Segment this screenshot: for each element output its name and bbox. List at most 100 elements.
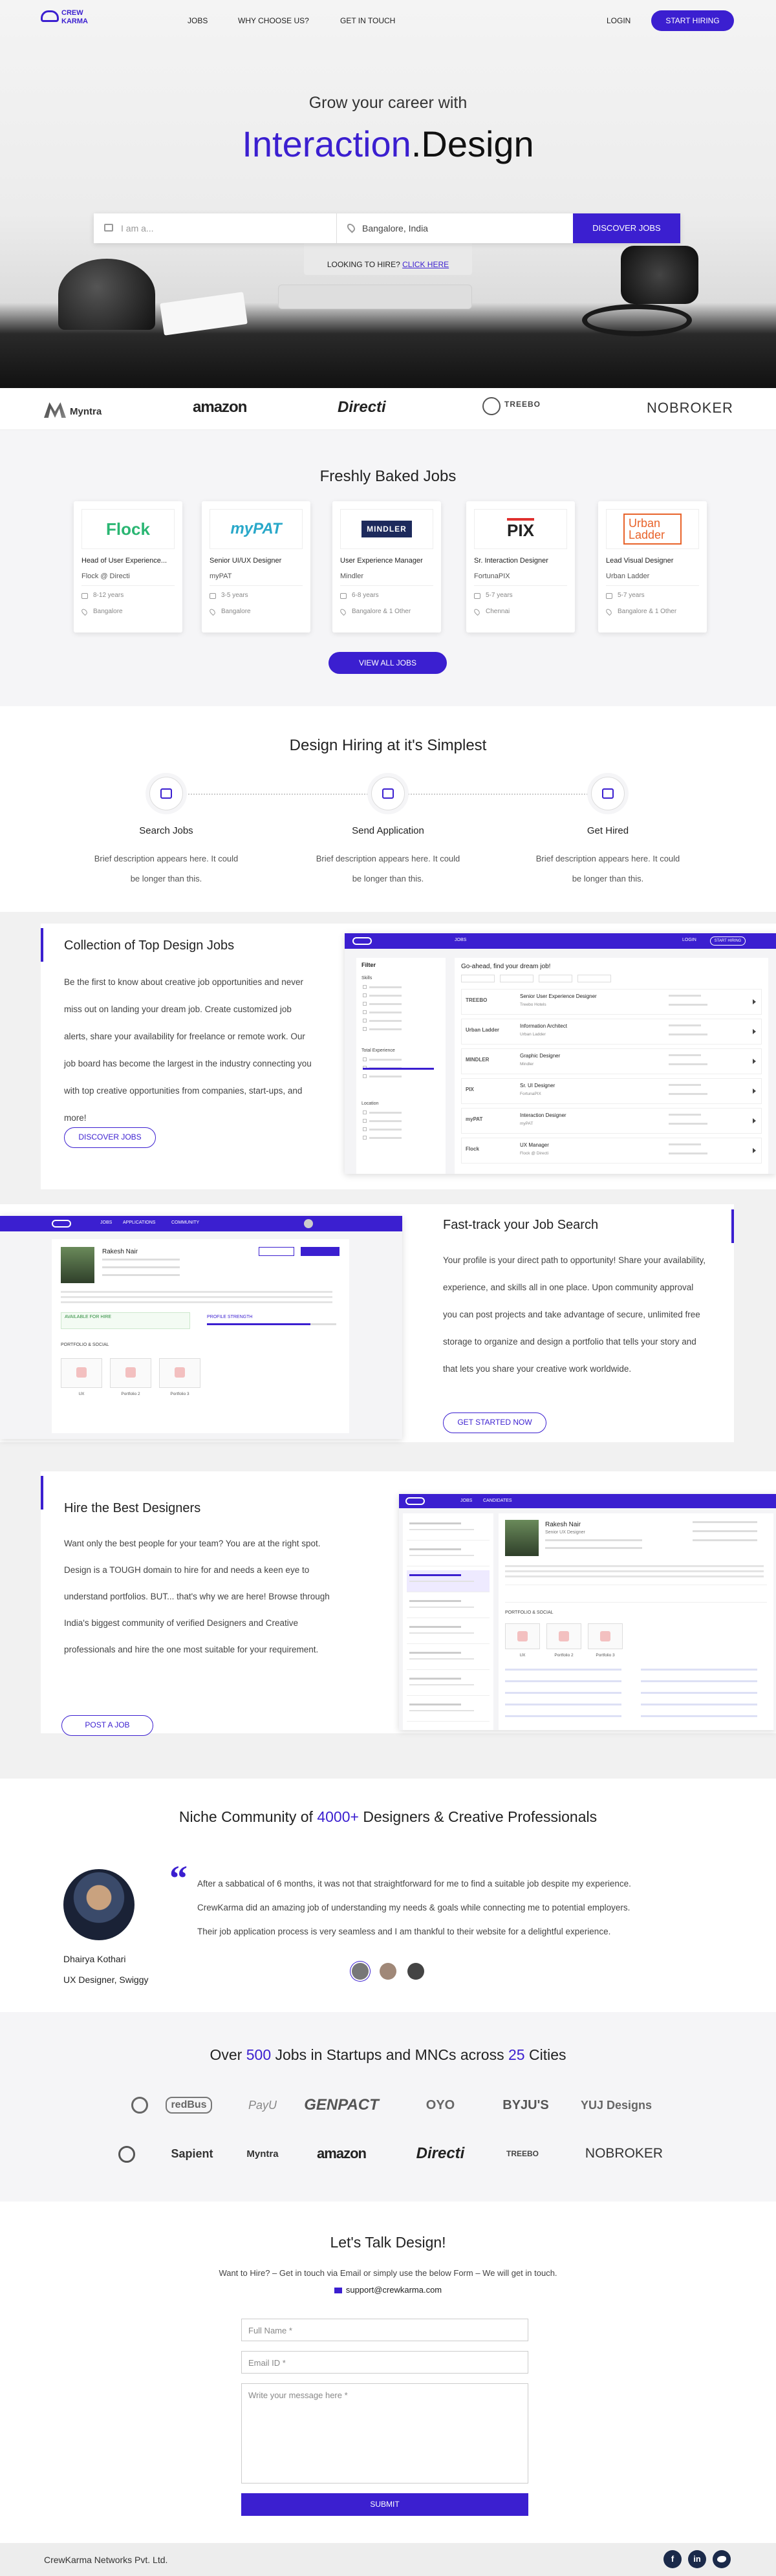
- mock-sidebar: Filter Skills Total Experience Location: [356, 958, 446, 1174]
- mock-option: [369, 1120, 402, 1122]
- mock-portfolio: PORTFOLIO & SOCIAL: [61, 1343, 109, 1347]
- mock-photo: [61, 1247, 94, 1283]
- mock-option: [369, 1112, 402, 1114]
- testimonial-dot[interactable]: [407, 1963, 424, 1980]
- job-logo: MINDLER: [361, 521, 412, 537]
- location-input[interactable]: Bangalore, India: [362, 223, 428, 233]
- job-card[interactable]: Urban Ladder Lead Visual Designer Urban La…: [598, 501, 707, 633]
- hire-link[interactable]: CLICK HERE: [402, 260, 449, 269]
- feature-title: Fast-track your Job Search: [443, 1218, 599, 1232]
- job-divider: [474, 585, 567, 586]
- feature-button[interactable]: GET STARTED NOW: [443, 1412, 546, 1433]
- company-logo-wrap: amazon: [296, 2143, 387, 2164]
- mock-select: [461, 975, 495, 982]
- mock-job-row: Flock UX Manager Flock @ Directi: [461, 1138, 762, 1164]
- mock-job-company: Treebo Hotels: [520, 1002, 546, 1007]
- jobs-title: Freshly Baked Jobs: [319, 467, 457, 485]
- form-field[interactable]: Write your message here *: [241, 2383, 528, 2484]
- contact-title: Let's Talk Design!: [330, 2234, 446, 2251]
- mock-social: [505, 1680, 621, 1682]
- submit-button[interactable]: SUBMIT: [241, 2493, 528, 2516]
- step-glyph: [602, 788, 614, 799]
- job-location: Bangalore & 1 Other: [352, 608, 411, 615]
- search-button[interactable]: DISCOVER JOBS: [573, 213, 680, 243]
- mock-line: [693, 1521, 757, 1523]
- mock-button: [301, 1247, 339, 1256]
- nav-cta[interactable]: START HIRING: [651, 10, 734, 31]
- logo-text: KARMA: [61, 17, 88, 25]
- job-logo: Urban Ladder: [623, 514, 682, 545]
- mock-checkbox: [363, 1027, 367, 1031]
- mock-job-company: FortunaPIX: [520, 1092, 541, 1096]
- testimonial-dot[interactable]: [352, 1963, 369, 1980]
- mock-line: [409, 1632, 474, 1634]
- footer-company: CrewKarma Networks Pvt. Ltd.: [44, 2555, 168, 2565]
- mock-line: [409, 1607, 474, 1608]
- mock-thumb-label: Portfolio 2: [121, 1392, 140, 1396]
- mock-job-arrow: [753, 1029, 756, 1034]
- testimonial-photo: [63, 1869, 135, 1940]
- company-logo: redBus: [166, 2097, 212, 2114]
- mock-candidate: [407, 1648, 490, 1670]
- job-logo-box: PIX: [474, 509, 567, 549]
- feature-button[interactable]: DISCOVER JOBS: [64, 1127, 156, 1148]
- mock-job-title: Interaction Designer: [520, 1112, 566, 1118]
- mock-job-logo: Urban Ladder: [466, 1027, 500, 1033]
- mock-line: [409, 1574, 461, 1576]
- search-input[interactable]: I am a...: [121, 223, 154, 233]
- search-divider: [336, 213, 337, 243]
- nav-link[interactable]: WHY CHOOSE US?: [238, 16, 309, 25]
- mock-option: [369, 1129, 402, 1131]
- mock-job-company: Urban Ladder: [520, 1032, 546, 1037]
- feature-text: Be the first to know about creative job …: [64, 977, 312, 1123]
- feature-button[interactable]: POST A JOB: [61, 1715, 153, 1736]
- job-divider: [340, 585, 433, 586]
- nav-link[interactable]: JOBS: [188, 16, 208, 25]
- form-field[interactable]: Full Name *: [241, 2319, 528, 2341]
- mock-job-meta: [669, 1063, 707, 1065]
- contact-email[interactable]: support@crewkarma.com: [345, 2285, 442, 2295]
- experience-icon: [340, 593, 347, 599]
- social-icon[interactable]: [713, 2550, 731, 2568]
- mock-social: [505, 1692, 621, 1694]
- mock-available: [61, 1312, 190, 1329]
- mock-candidate: [407, 1596, 490, 1618]
- testimonial-quote: Their job application process is very se…: [197, 1927, 611, 1936]
- desk-keyboard: [278, 285, 472, 309]
- mock-job-row: PIX Sr. UI Designer FortunaPIX: [461, 1078, 762, 1104]
- testimonial-title: Niche Community of 4000+ Designers & Cre…: [0, 1808, 776, 1826]
- testimonial-name: Dhairya Kothari: [63, 1954, 126, 1964]
- job-logo-box: MINDLER: [340, 509, 433, 549]
- desk-camera: [621, 246, 698, 304]
- mock-slider: [363, 1068, 434, 1070]
- testimonial-dot[interactable]: [380, 1963, 396, 1980]
- company-logo: Myntra: [246, 2148, 279, 2159]
- steps-title: Design Hiring at it's Simplest: [289, 736, 487, 754]
- experience-icon: [474, 593, 480, 599]
- view-all-button[interactable]: VIEW ALL JOBS: [329, 652, 447, 674]
- job-card[interactable]: MINDLER User Experience Manager Mindler 6-8…: [332, 501, 441, 633]
- mock-line: [409, 1652, 461, 1654]
- job-company: myPAT: [210, 572, 232, 580]
- mock-job-row: Urban Ladder Information Architect Urban L…: [461, 1019, 762, 1044]
- mock-header: [345, 933, 776, 949]
- nav-login[interactable]: LOGIN: [607, 16, 631, 25]
- mock-line: [409, 1678, 461, 1680]
- form-field[interactable]: Email ID *: [241, 2351, 528, 2374]
- job-logo: Flock: [106, 519, 150, 539]
- social-icon[interactable]: in: [688, 2550, 706, 2568]
- job-card[interactable]: Flock Head of User Experience... Flock @ D…: [74, 501, 182, 633]
- nav-link[interactable]: GET IN TOUCH: [340, 16, 396, 25]
- step-icon: [371, 777, 405, 810]
- job-card[interactable]: PIX Sr. Interaction Designer FortunaPIX 5-7…: [466, 501, 575, 633]
- mock-candidate-list: [403, 1513, 493, 1730]
- mock-job-meta: [669, 1143, 701, 1145]
- step-icon: [149, 777, 183, 810]
- mock-line: [61, 1296, 332, 1298]
- job-divider: [210, 585, 303, 586]
- mock-button: [259, 1247, 294, 1256]
- job-card[interactable]: myPAT Senior UI/UX Designer myPAT 3-5 years…: [202, 501, 310, 633]
- company-logo: GENPACT: [304, 2096, 379, 2114]
- mock-checkbox: [363, 1057, 367, 1061]
- social-icon[interactable]: f: [663, 2550, 682, 2568]
